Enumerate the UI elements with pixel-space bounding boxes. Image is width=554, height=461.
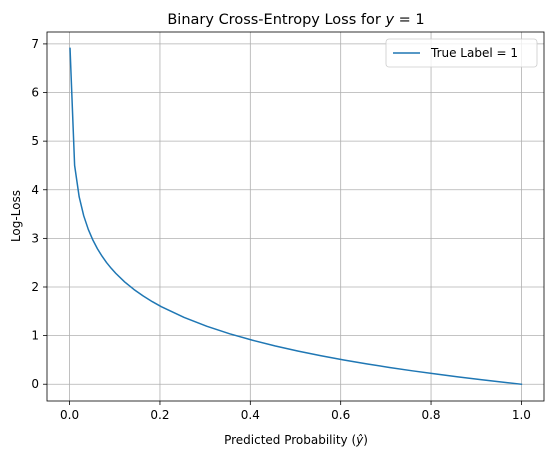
series-line [69, 47, 523, 386]
x-axis-label-suffix: ) [363, 433, 368, 447]
x-axis-ticks: 0.0 0.2 0.4 0.6 0.8 1.0 [60, 401, 531, 422]
y-tick-label: 4 [31, 183, 39, 197]
y-axis-ticks: 0 1 2 3 4 5 6 7 [31, 37, 47, 391]
x-tick-label: 0.4 [241, 408, 260, 422]
x-tick-label: 0.8 [421, 408, 440, 422]
y-tick-label: 5 [31, 134, 39, 148]
chart-title-prefix: Binary Cross-Entropy Loss for [167, 12, 385, 28]
x-axis-label-prefix: Predicted Probability ( [224, 433, 356, 447]
x-tick-label: 0.6 [331, 408, 350, 422]
x-tick-label: 0.0 [60, 408, 79, 422]
plot-frame [46, 31, 545, 402]
series-layer [69, 47, 523, 386]
y-tick-label: 6 [31, 86, 39, 100]
legend: True Label = 1 [385, 38, 538, 68]
y-tick-label: 0 [31, 377, 39, 391]
chart-title-math-rest: = 1 [394, 12, 425, 28]
chart-title-math-var: y [384, 12, 394, 28]
y-axis-label: Log-Loss [9, 190, 23, 242]
y-tick-label: 3 [31, 231, 39, 245]
chart-title: Binary Cross-Entropy Loss for y = 1 [167, 12, 424, 28]
grid-lines [47, 32, 544, 401]
legend-box [385, 38, 538, 68]
legend-label: True Label = 1 [430, 46, 518, 60]
y-tick-label: 1 [31, 329, 39, 343]
x-axis-label: Predicted Probability (ŷ) [224, 433, 368, 447]
x-tick-label: 1.0 [512, 408, 531, 422]
x-axis-label-math: ŷ [355, 433, 364, 447]
y-tick-label: 7 [31, 37, 39, 51]
x-tick-label: 0.2 [150, 408, 169, 422]
y-tick-label: 2 [31, 280, 39, 294]
